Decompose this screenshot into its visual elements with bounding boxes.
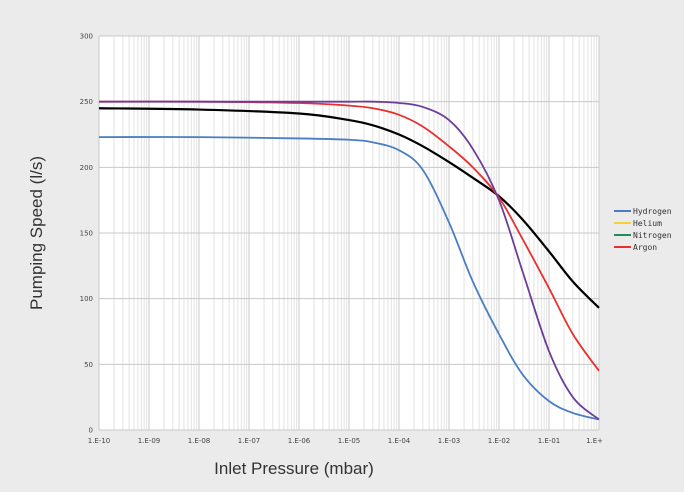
y-tick-label: 150 (80, 230, 93, 238)
y-tick-label: 100 (80, 295, 93, 303)
legend-label: Nitrogen (633, 231, 672, 240)
x-tick-label: 1.E-04 (388, 437, 411, 445)
x-tick-label: 1.E-09 (138, 437, 161, 445)
legend-label: Hydrogen (633, 207, 672, 216)
series-line-2 (98, 107, 600, 309)
x-tick-label: 1.E-02 (488, 437, 511, 445)
x-tick-label: 1.E-07 (238, 437, 261, 445)
y-tick-label: 250 (80, 98, 93, 106)
x-tick-label: 1.E-01 (538, 437, 561, 445)
y-tick-label: 50 (84, 361, 93, 369)
x-tick-label: 1.E-08 (188, 437, 211, 445)
legend-label: Argon (633, 243, 657, 252)
x-axis-title: Inlet Pressure (mbar) (214, 459, 374, 478)
y-tick-label: 0 (89, 427, 93, 435)
x-tick-label: 1.E-10 (88, 437, 111, 445)
series-line-1 (98, 136, 600, 421)
y-axis-title: Pumping Speed (l/s) (27, 156, 46, 310)
series-line-3 (98, 100, 600, 372)
x-tick-label: 1.E+00 (586, 437, 612, 445)
legend-label: Helium (633, 219, 662, 228)
x-tick-labels: 1.E-10 1.E-09 1.E-08 1.E-07 1.E-06 1.E-05 1.E-… (88, 437, 612, 445)
x-tick-label: 1.E-06 (288, 437, 311, 445)
x-tick-label: 1.E-05 (338, 437, 361, 445)
x-tick-label: 1.E-03 (438, 437, 461, 445)
y-tick-label: 300 (80, 33, 93, 41)
series-layer (98, 100, 600, 421)
legend: Hydrogen Helium Nitrogen Argon (614, 207, 672, 252)
series-line-4 (99, 100, 600, 421)
y-tick-labels: 0 50 100 150 200 250 300 (80, 33, 93, 435)
y-tick-label: 200 (80, 164, 93, 172)
